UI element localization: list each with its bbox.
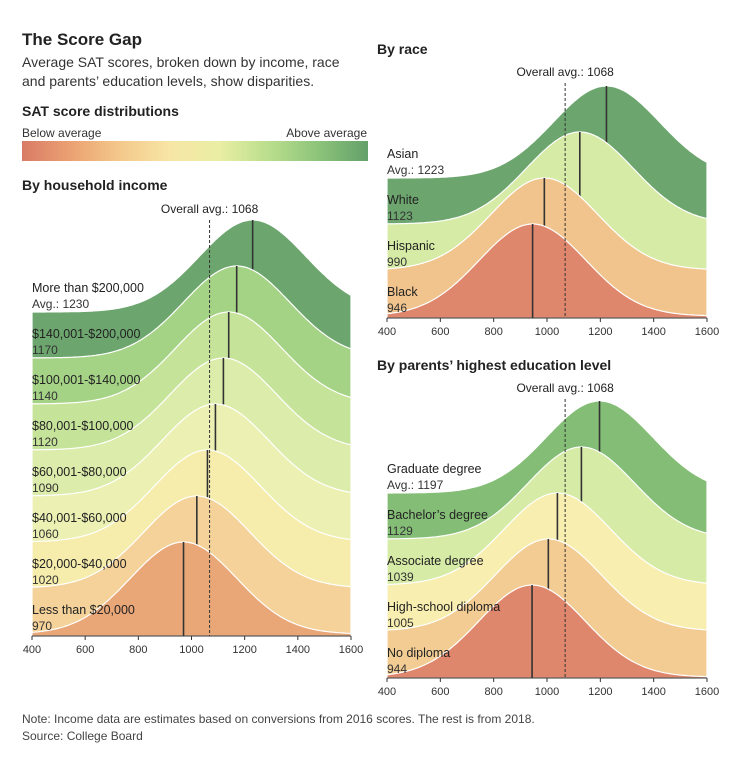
education-tick-label-1600: 1600 xyxy=(695,686,719,698)
race-value-white: 1123 xyxy=(387,209,413,223)
income-value-140-001-200-000: 1170 xyxy=(32,343,58,357)
race-overall-label: Overall avg.: 1068 xyxy=(516,65,614,79)
income-label-140-001-200-000: $140,001-$200,000 xyxy=(32,327,140,341)
legend-low-label: Below average xyxy=(22,126,102,140)
education-tick-label-800: 800 xyxy=(484,686,502,698)
race-tick-label-400: 400 xyxy=(378,326,396,338)
income-label-80-001-100-000: $80,001-$100,000 xyxy=(32,419,134,433)
race-label-white: White xyxy=(387,193,419,207)
income-value-60-001-80-000: 1090 xyxy=(32,481,59,495)
legend-title: SAT score distributions xyxy=(22,103,179,119)
income-value-100-001-140-000: 1140 xyxy=(32,389,58,403)
race-chart: By race Overall avg.: 1068 Asian Avg.: 1223… xyxy=(377,41,719,338)
education-label-bachelor-s-degree: Bachelor’s degree xyxy=(387,508,488,522)
education-value-graduate-degree: Avg.: 1197 xyxy=(387,478,444,492)
income-label-less-than-20-000: Less than $20,000 xyxy=(32,603,135,617)
race-tick-label-600: 600 xyxy=(431,326,449,338)
education-label-no-diploma: No diploma xyxy=(387,646,450,660)
income-tick-label-1600: 1600 xyxy=(339,644,363,656)
race-value-black: 946 xyxy=(387,301,407,315)
income-tick-label-600: 600 xyxy=(76,644,94,656)
education-curve-no-diploma xyxy=(386,584,708,679)
income-value-less-than-20-000: 970 xyxy=(32,619,52,633)
race-tick-label-1400: 1400 xyxy=(641,326,665,338)
race-value-hispanic: 990 xyxy=(387,255,407,269)
income-label-20-000-40-000: $20,000-$40,000 xyxy=(32,557,127,571)
education-section-title: By parents’ highest education level xyxy=(377,357,611,373)
race-value-asian: Avg.: 1223 xyxy=(387,163,444,177)
note-text: Note: Income data are estimates based on… xyxy=(22,712,535,726)
education-value-associate-degree: 1039 xyxy=(387,570,414,584)
education-tick-label-1000: 1000 xyxy=(535,686,559,698)
income-value-80-001-100-000: 1120 xyxy=(32,435,58,449)
income-tick-label-1400: 1400 xyxy=(286,644,310,656)
income-label-100-001-140-000: $100,001-$140,000 xyxy=(32,373,140,387)
income-tick-label-400: 400 xyxy=(23,644,41,656)
income-value-40-001-60-000: 1060 xyxy=(32,527,59,541)
education-label-associate-degree: Associate degree xyxy=(387,554,484,568)
education-tick-label-1400: 1400 xyxy=(641,686,665,698)
income-value-20-000-40-000: 1020 xyxy=(32,573,59,587)
legend-high-label: Above average xyxy=(286,126,367,140)
income-section-title: By household income xyxy=(22,177,168,193)
income-label-40-001-60-000: $40,001-$60,000 xyxy=(32,511,127,525)
education-overall-label: Overall avg.: 1068 xyxy=(516,381,614,395)
race-tick-label-800: 800 xyxy=(484,326,502,338)
income-overall-label: Overall avg.: 1068 xyxy=(161,202,259,216)
education-tick-label-400: 400 xyxy=(378,686,396,698)
race-tick-label-1600: 1600 xyxy=(695,326,719,338)
race-section-title: By race xyxy=(377,41,428,57)
education-value-bachelor-s-degree: 1129 xyxy=(387,524,413,538)
education-label-graduate-degree: Graduate degree xyxy=(387,462,482,476)
education-tick-label-1200: 1200 xyxy=(588,686,612,698)
race-label-asian: Asian xyxy=(387,147,418,161)
income-chart: By household income Overall avg.: 1068 Mor… xyxy=(22,177,363,656)
race-label-hispanic: Hispanic xyxy=(387,239,435,253)
race-curve-black xyxy=(386,223,708,319)
page-title: The Score Gap xyxy=(22,30,142,49)
income-label-more-than-200-000: More than $200,000 xyxy=(32,281,144,295)
education-tick-label-600: 600 xyxy=(431,686,449,698)
education-chart: By parents’ highest education level Overa… xyxy=(377,357,719,698)
page-subtitle: Average SAT scores, broken down by incom… xyxy=(22,54,340,89)
income-curve-less-than-20-000 xyxy=(31,541,352,637)
race-tick-label-1200: 1200 xyxy=(588,326,612,338)
legend-color-bar xyxy=(22,141,368,161)
source-text: Source: College Board xyxy=(22,729,143,743)
education-value-high-school-diploma: 1005 xyxy=(387,616,414,630)
race-tick-label-1000: 1000 xyxy=(535,326,559,338)
education-label-high-school-diploma: High-school diploma xyxy=(387,600,500,614)
income-tick-label-800: 800 xyxy=(129,644,147,656)
education-value-no-diploma: 944 xyxy=(387,662,407,676)
race-label-black: Black xyxy=(387,285,418,299)
income-tick-label-1200: 1200 xyxy=(232,644,256,656)
income-tick-label-1000: 1000 xyxy=(179,644,203,656)
income-label-60-001-80-000: $60,001-$80,000 xyxy=(32,465,127,479)
income-value-more-than-200-000: Avg.: 1230 xyxy=(32,297,89,311)
footnote: Note: Income data are estimates based on… xyxy=(22,711,535,745)
